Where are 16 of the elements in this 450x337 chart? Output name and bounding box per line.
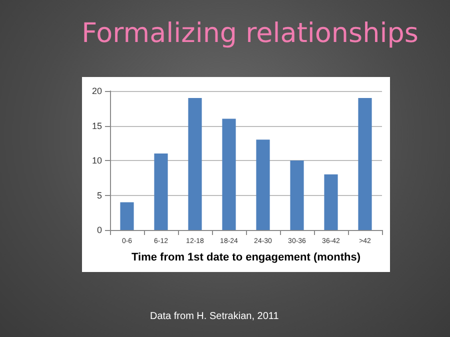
y-tick-label: 10 bbox=[92, 156, 102, 166]
bar bbox=[324, 174, 338, 230]
y-tick-label: 20 bbox=[92, 86, 102, 96]
y-tick-label: 15 bbox=[92, 120, 102, 131]
y-tick-label: 5 bbox=[96, 190, 102, 200]
text: Data from H. Setrakian, 2011 bbox=[150, 311, 279, 322]
bar bbox=[256, 140, 270, 230]
bar bbox=[290, 160, 304, 230]
bar bbox=[358, 98, 372, 230]
bar bbox=[120, 202, 134, 230]
chart-title: Formalizing relationships bbox=[80, 18, 420, 49]
x-axis-title: Time from 1st date to engagement (months) bbox=[132, 252, 361, 264]
bar bbox=[222, 118, 236, 230]
y-tick-label: 0 bbox=[96, 225, 102, 235]
bar bbox=[188, 98, 202, 230]
bar bbox=[154, 154, 168, 230]
